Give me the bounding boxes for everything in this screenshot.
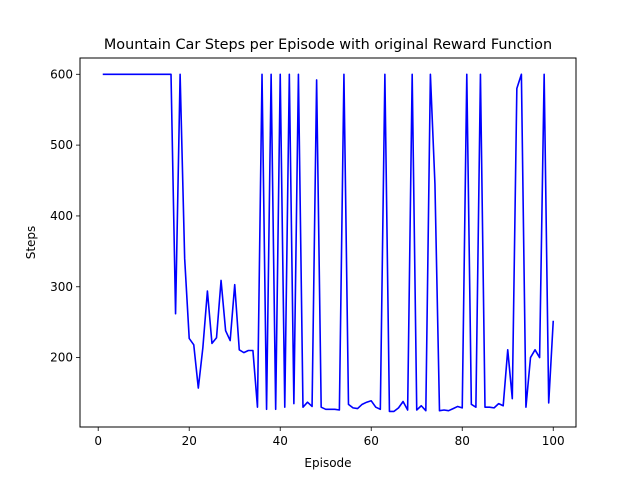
y-tick-label: 400: [50, 209, 73, 223]
x-tick-label: 100: [542, 434, 565, 448]
chart-title: Mountain Car Steps per Episode with orig…: [104, 37, 552, 53]
x-tick-label: 80: [455, 434, 470, 448]
x-tick-label: 20: [182, 434, 197, 448]
x-tick-label: 60: [364, 434, 379, 448]
series-line-steps: [102, 73, 555, 413]
y-tick-label: 500: [50, 138, 73, 152]
y-axis-label: Steps: [24, 226, 38, 260]
tick-layer: 0 20 40 60 80 100 200 300 400 500 600: [50, 67, 565, 448]
plot-layer: [102, 73, 555, 413]
x-tick-label: 40: [273, 434, 288, 448]
y-tick-label: 300: [50, 280, 73, 294]
y-tick-label: 200: [50, 351, 73, 365]
x-axis-label: Episode: [304, 456, 351, 470]
x-tick-label: 0: [94, 434, 102, 448]
axes-frame: [79, 57, 577, 428]
y-tick-label: 600: [50, 67, 73, 81]
